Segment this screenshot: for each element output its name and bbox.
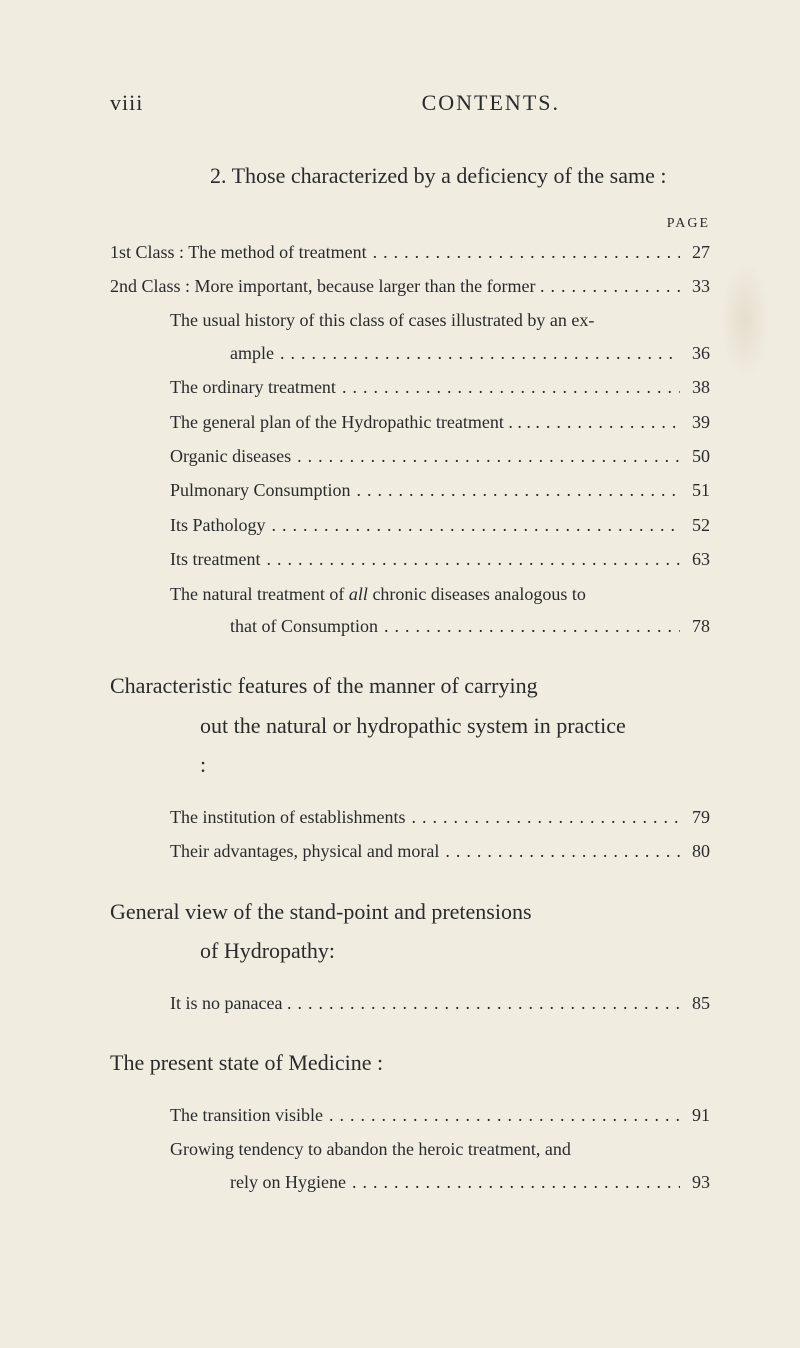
- toc-entry: Its treatment...........................…: [110, 543, 710, 575]
- heading-line: :: [110, 745, 710, 785]
- toc-entry-page: 93: [680, 1166, 710, 1198]
- toc-entry-page: 85: [680, 987, 710, 1019]
- toc-entry-page: 27: [680, 236, 710, 268]
- toc-entry-page: 78: [680, 610, 710, 642]
- toc-entry-text: The institution of establishments: [110, 801, 405, 833]
- header-title: CONTENTS.: [422, 90, 560, 116]
- toc-entry-text: It is no panacea .: [110, 987, 291, 1019]
- toc-entry: Pulmonary Consumption...................…: [110, 474, 710, 506]
- toc-entry-text: The general plan of the Hydropathic trea…: [110, 406, 540, 438]
- toc-entry-text: The transition visible: [110, 1099, 323, 1131]
- toc-entry: It is no panacea .......................…: [110, 987, 710, 1019]
- toc-entry: The general plan of the Hydropathic trea…: [110, 406, 710, 438]
- toc-dots: ........................................…: [540, 406, 680, 438]
- toc-dots: ........................................…: [291, 440, 680, 472]
- toc-entry: Its Pathology...........................…: [110, 509, 710, 541]
- toc-entry-page: 80: [680, 835, 710, 867]
- toc-dots: ........................................…: [291, 987, 680, 1019]
- page-numeral: viii: [110, 90, 143, 116]
- toc-entry-page: 39: [680, 406, 710, 438]
- toc-entry-line: The natural treatment of all chronic dis…: [110, 578, 710, 610]
- toc-entry-text: Pulmonary Consumption: [110, 474, 351, 506]
- toc-dots: ........................................…: [351, 474, 680, 506]
- toc-dots: ........................................…: [274, 337, 680, 369]
- toc-entry: 2nd Class : More important, because larg…: [110, 270, 710, 302]
- heading-line: of Hydropathy:: [110, 931, 710, 971]
- toc-entry-text: 2nd Class : More important, because larg…: [110, 270, 545, 302]
- toc-entry-page: 63: [680, 543, 710, 575]
- toc-entry: 1st Class : The method of treatment.....…: [110, 236, 710, 268]
- toc-entry-page: 91: [680, 1099, 710, 1131]
- page-stain: [720, 260, 770, 380]
- toc-entry: rely on Hygiene.........................…: [110, 1166, 710, 1198]
- page-label: PAGE: [110, 216, 710, 232]
- toc-entry-text: ample: [110, 337, 274, 369]
- section4-heading: The present state of Medicine :: [110, 1043, 710, 1083]
- toc-dots: ........................................…: [405, 801, 680, 833]
- toc-entry-page: 79: [680, 801, 710, 833]
- toc-entry-text: that of Consumption: [110, 610, 378, 642]
- toc-entry: Organic diseases........................…: [110, 440, 710, 472]
- toc-dots: ........................................…: [378, 610, 680, 642]
- toc-entry-text: The ordinary treatment: [110, 371, 336, 403]
- toc-entry: The ordinary treatment..................…: [110, 371, 710, 403]
- toc-dots: ........................................…: [266, 509, 680, 541]
- toc-entry-line: Growing tendency to abandon the heroic t…: [110, 1133, 710, 1165]
- toc-entry-text: Organic diseases: [110, 440, 291, 472]
- toc-dots: ........................................…: [260, 543, 680, 575]
- toc-dots: ........................................…: [346, 1166, 680, 1198]
- heading-line: Characteristic features of the manner of…: [110, 666, 710, 706]
- toc-dots: ........................................…: [439, 835, 680, 867]
- toc-dots: ........................................…: [545, 270, 680, 302]
- toc-entry-page: 38: [680, 371, 710, 403]
- section1-entries: 1st Class : The method of treatment.....…: [110, 236, 710, 643]
- toc-dots: ........................................…: [336, 371, 680, 403]
- section3-heading: General view of the stand-point and pret…: [110, 892, 710, 971]
- toc-entry-text: 1st Class : The method of treatment: [110, 236, 367, 268]
- section2-entries: The institution of establishments.......…: [110, 801, 710, 868]
- toc-entry-text: Their advantages, physical and moral: [110, 835, 439, 867]
- toc-entry: The institution of establishments.......…: [110, 801, 710, 833]
- toc-entry-text: Its Pathology: [110, 509, 266, 541]
- toc-entry: that of Consumption.....................…: [110, 610, 710, 642]
- toc-entry: ample...................................…: [110, 337, 710, 369]
- toc-entry-page: 50: [680, 440, 710, 472]
- toc-entry-line: The usual history of this class of cases…: [110, 304, 710, 336]
- toc-entry-page: 51: [680, 474, 710, 506]
- toc-entry: Their advantages, physical and moral....…: [110, 835, 710, 867]
- toc-entry: The transition visible..................…: [110, 1099, 710, 1131]
- toc-entry-page: 36: [680, 337, 710, 369]
- section2-heading: Characteristic features of the manner of…: [110, 666, 710, 785]
- heading-line: The present state of Medicine :: [110, 1043, 710, 1083]
- toc-entry-page: 52: [680, 509, 710, 541]
- section-intro: 2. Those characterized by a deficiency o…: [110, 156, 710, 196]
- toc-entry-text: Its treatment: [110, 543, 260, 575]
- toc-entry-text: rely on Hygiene: [110, 1166, 346, 1198]
- section3-entries: It is no panacea .......................…: [110, 987, 710, 1019]
- header: viii CONTENTS.: [110, 90, 710, 116]
- section4-entries: The transition visible..................…: [110, 1099, 710, 1198]
- toc-dots: ........................................…: [323, 1099, 680, 1131]
- toc-dots: ........................................…: [367, 236, 680, 268]
- heading-line: out the natural or hydropathic system in…: [110, 706, 710, 746]
- heading-line: General view of the stand-point and pret…: [110, 892, 710, 932]
- toc-entry-page: 33: [680, 270, 710, 302]
